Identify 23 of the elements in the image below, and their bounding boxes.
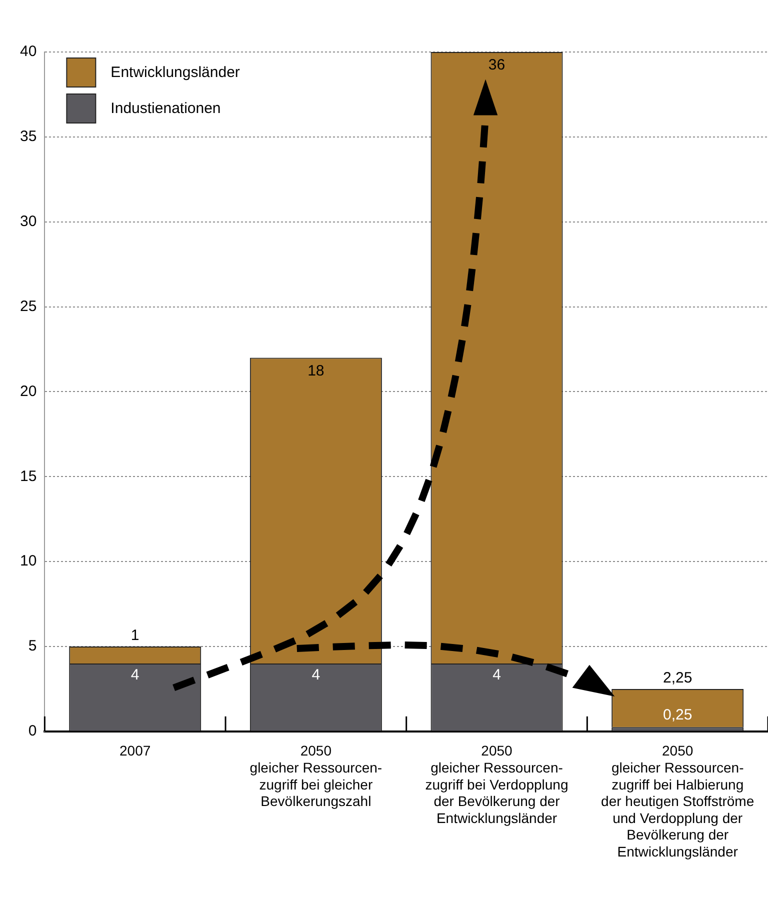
data-label: 18 xyxy=(308,362,324,380)
y-tick-label: 15 xyxy=(20,468,37,485)
y-tick-label: 5 xyxy=(28,638,37,655)
y-tick-label: 0 xyxy=(28,722,37,740)
x-tick-label: 2050 gleicher Ressourcen- zugriff bei gleicher Bevölkerungszahl xyxy=(250,742,382,810)
data-label: 4 xyxy=(312,666,320,684)
data-label: 1 xyxy=(130,627,140,644)
data-label: 4 xyxy=(130,666,140,684)
y-tick-label: 40 xyxy=(20,43,37,60)
x-tick-label: 2007 xyxy=(120,742,151,759)
x-tick-label: 2050 gleicher Ressourcen- zugriff bei Verdopplung der Bevölkerung der Entwicklungsländer xyxy=(425,742,568,826)
y-tick-label: 10 xyxy=(20,552,37,570)
y-tick-label: 25 xyxy=(20,298,37,315)
data-label: 36 xyxy=(488,56,506,74)
data-label: 0,25 xyxy=(662,706,692,724)
y-tick-label: 35 xyxy=(20,128,37,146)
legend-label: Entwicklungsländer xyxy=(110,64,240,82)
legend-label: Industienationen xyxy=(110,100,221,118)
data-label: 4 xyxy=(492,666,501,684)
data-label: 2,25 xyxy=(662,670,692,687)
y-tick-label: 20 xyxy=(20,382,37,400)
x-tick-label: 2050 gleicher Ressourcen- zugriff bei Halbierung der heutigen Stoffströme und Verdopplung der Bevölkerung der Entwicklungsländer xyxy=(601,742,754,860)
y-tick-label: 30 xyxy=(20,212,37,230)
